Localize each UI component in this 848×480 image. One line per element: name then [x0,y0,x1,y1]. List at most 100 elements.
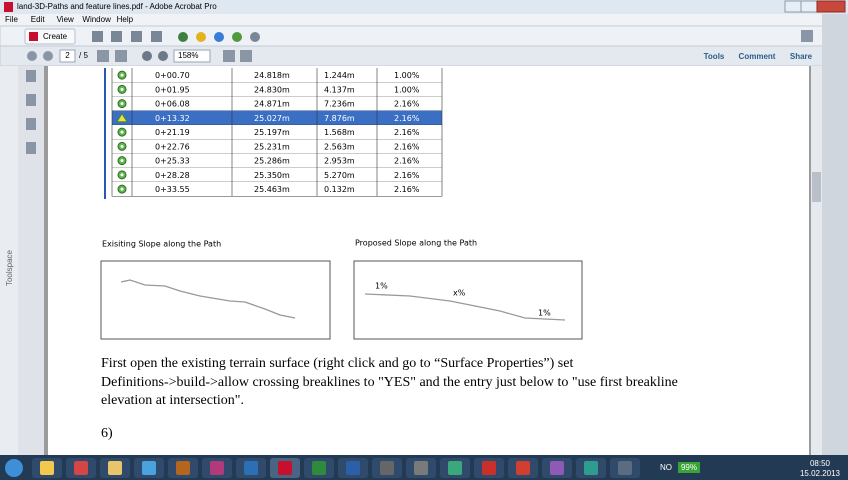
table-row [112,82,442,97]
table-cell: 0+28.28 [155,171,190,180]
share-icon[interactable] [214,32,224,42]
attachments-icon[interactable] [26,118,36,130]
table-cell: 2.16% [394,100,420,109]
table-cell: 1.00% [394,85,420,94]
hand-tool[interactable] [115,50,127,62]
menu-item[interactable]: Edit [31,15,46,24]
mail-icon[interactable] [151,31,162,42]
paragraph-line: First open the existing terrain surface … [101,356,573,371]
warning-icon [116,112,128,123]
fit-page[interactable] [223,50,235,62]
existing-slope-line [120,279,296,319]
create-icon [29,32,38,41]
side-strip [0,66,18,455]
table-row [112,110,442,125]
settings-icon[interactable] [178,32,188,42]
share-tab[interactable]: Share [790,52,813,61]
figure-caption: Proposed Slope along the Path [355,239,477,248]
table-cell: 4.137m [324,85,355,94]
app-icon [448,461,462,475]
table-cell: 25.027m [254,114,290,123]
app-icon [278,461,292,475]
review-icon[interactable] [232,32,242,42]
status-dot [120,102,124,106]
figure-caption: Exisiting Slope along the Path [102,240,221,249]
print-icon[interactable] [131,31,142,42]
table-cell: 2.563m [324,142,355,151]
page-number: 2 [65,51,70,60]
page-input[interactable] [59,49,76,63]
table-cell: 0+33.55 [155,185,190,194]
start-button[interactable] [5,459,23,477]
table-cell: 0+00.70 [155,71,190,80]
minimize-button[interactable] [784,0,802,13]
create-label: Create [43,32,68,41]
table-cell: 0+21.19 [155,128,190,137]
figure-box [353,260,583,340]
status-dot [120,187,124,191]
table-cell: 24.818m [254,71,290,80]
clock-time: 08:50 [810,459,831,468]
app-icon [108,461,122,475]
app-icon [584,461,598,475]
close-button[interactable] [816,0,846,13]
status-dot [120,159,124,163]
select-tool[interactable] [97,50,109,62]
status-dot [120,73,124,77]
app-icon [550,461,564,475]
zoom-input[interactable] [173,49,211,63]
table-cell: 1.00% [394,71,420,80]
table-row [112,139,442,154]
zoom-out[interactable] [142,51,152,61]
zoom-in[interactable] [158,51,168,61]
app-icon [482,461,496,475]
signatures-icon[interactable] [26,142,36,154]
clock-date: 15.02.2013 [800,469,841,478]
comment-tab[interactable]: Comment [739,52,776,61]
bookmarks-icon[interactable] [26,94,36,106]
table-row [112,182,442,197]
toolspace-label: Toolspace [5,249,14,286]
next-page[interactable] [43,51,53,61]
app-icon [244,461,258,475]
expand-icon[interactable] [801,30,813,42]
edit-icon[interactable] [250,32,260,42]
pages-icon[interactable] [26,70,36,82]
menu-item[interactable]: Window [82,15,111,24]
tools-tab[interactable]: Tools [704,52,725,61]
table-cell: 2.16% [394,128,420,137]
slope-label: 1% [538,309,551,318]
table-row [112,153,442,168]
save-icon[interactable] [111,31,122,42]
comment-icon[interactable] [196,32,206,42]
menu-item[interactable]: View [57,15,74,24]
table-row [112,167,442,182]
slope-label: 1% [375,282,388,291]
table-cell: 25.350m [254,171,290,180]
app-icon [516,461,530,475]
table-cell: 0+13.32 [155,114,190,123]
open-icon[interactable] [92,31,103,42]
table-row [112,125,442,140]
menu-item[interactable]: Help [117,15,134,24]
scrollbar[interactable] [811,66,822,455]
menu-item[interactable]: File [5,15,18,24]
scroll-thumb[interactable] [812,172,821,202]
table-cell: 1.568m [324,128,355,137]
table-cell: 24.830m [254,85,290,94]
window-title: land-3D-Paths and feature lines.pdf - Ad… [17,2,217,11]
menu-bar [0,14,848,26]
language: NO [660,463,672,472]
previous-page[interactable] [27,51,37,61]
table-cell: 25.463m [254,185,290,194]
app-icon [346,461,360,475]
table-cell: 7.876m [324,114,355,123]
background-app [822,14,848,455]
full-screen[interactable] [240,50,252,62]
app-icon [414,461,428,475]
status-dot [120,144,124,148]
maximize-button[interactable] [800,0,818,13]
slope-label: x% [453,289,466,298]
table-cell: 2.16% [394,114,420,123]
